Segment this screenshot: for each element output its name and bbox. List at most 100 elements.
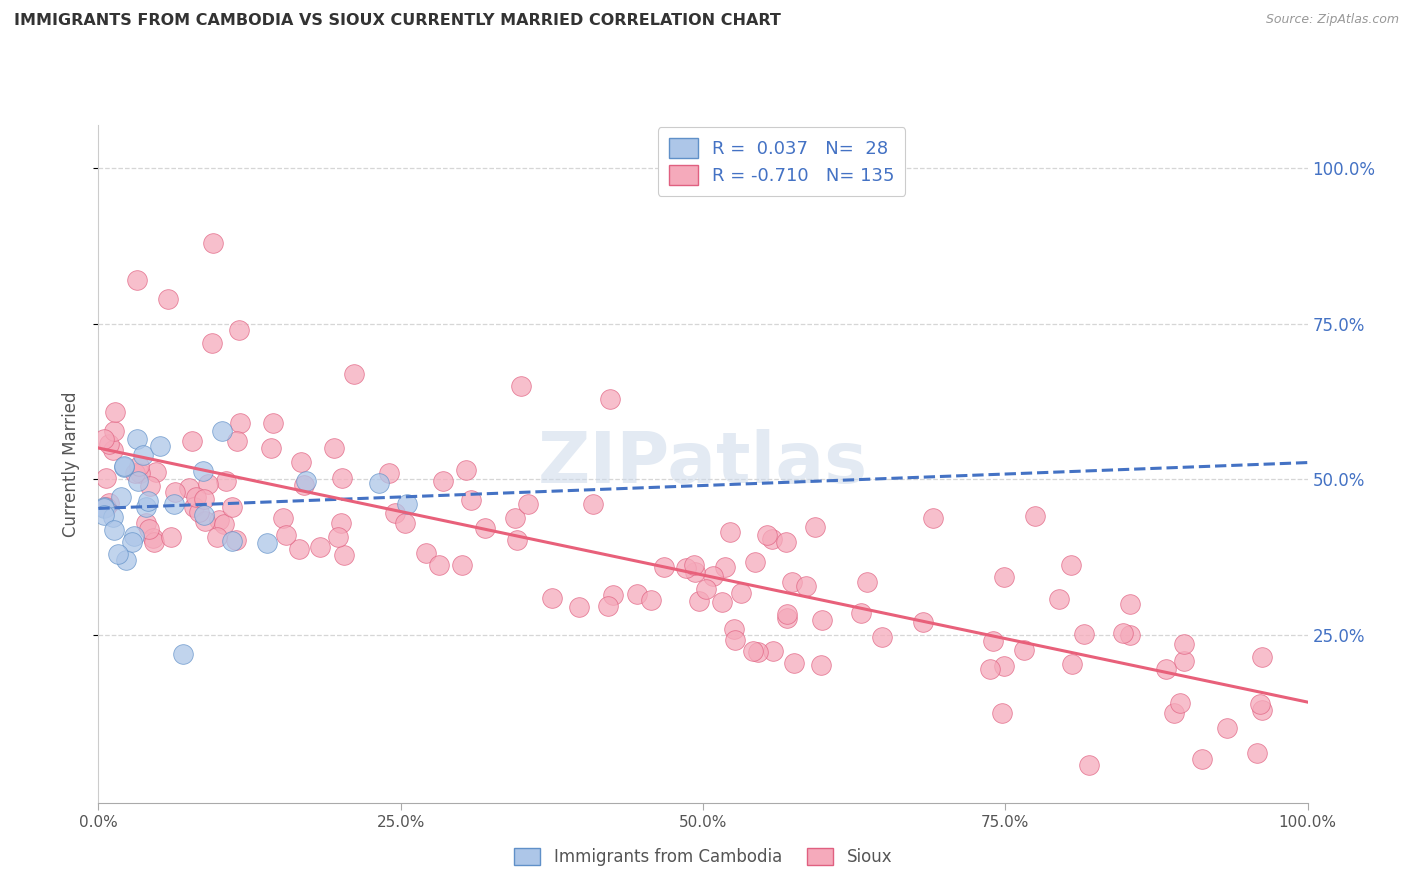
Point (165, 485, 187, 500)
Point (451, 558, 474, 572)
Point (172, 647, 194, 661)
Point (226, 434, 249, 449)
Point (394, 516, 416, 530)
Point (197, 477, 219, 491)
Text: Source: ZipAtlas.com: Source: ZipAtlas.com (1265, 13, 1399, 27)
Point (211, 424, 233, 438)
Point (112, 459, 135, 474)
Point (711, 595, 734, 609)
Point (1154, 662, 1177, 676)
Point (93, 500, 115, 515)
Point (181, 434, 204, 449)
Point (460, 493, 482, 508)
Point (804, 520, 827, 534)
Point (1078, 758, 1101, 772)
Point (292, 477, 315, 491)
Point (432, 475, 454, 489)
Point (138, 522, 160, 536)
Point (276, 527, 298, 541)
Point (640, 593, 662, 607)
Point (702, 569, 724, 583)
Point (1024, 509, 1046, 524)
Point (780, 574, 803, 589)
Point (127, 474, 149, 488)
Point (1173, 637, 1195, 651)
Point (160, 530, 183, 544)
Point (1047, 592, 1070, 607)
Point (212, 517, 235, 532)
Point (993, 570, 1015, 584)
Point (714, 560, 737, 574)
Point (94, 500, 117, 515)
Point (131, 448, 153, 462)
Point (747, 645, 769, 659)
Point (761, 533, 783, 547)
Point (922, 511, 945, 525)
Point (138, 479, 160, 493)
Point (183, 500, 205, 514)
Point (849, 606, 872, 620)
Point (295, 474, 318, 488)
Point (981, 633, 1004, 648)
Point (503, 511, 526, 525)
Point (193, 508, 215, 523)
Point (145, 465, 167, 479)
Point (993, 659, 1015, 673)
Point (107, 547, 129, 561)
Point (510, 379, 533, 393)
Point (103, 424, 125, 438)
Point (271, 511, 294, 525)
Point (191, 464, 214, 478)
Point (744, 555, 766, 569)
Point (762, 644, 785, 658)
Point (723, 622, 745, 636)
Point (581, 497, 603, 511)
Point (330, 516, 353, 531)
Point (384, 506, 406, 520)
Point (93, 508, 115, 522)
Point (101, 443, 124, 458)
Point (1249, 698, 1271, 712)
Point (184, 490, 207, 504)
Point (1112, 626, 1135, 640)
Legend: Immigrants from Cambodia, Sioux: Immigrants from Cambodia, Sioux (508, 841, 898, 872)
Point (415, 546, 437, 560)
Point (1251, 702, 1274, 716)
Point (101, 510, 124, 524)
Text: ZIPatlas: ZIPatlas (538, 429, 868, 499)
Point (870, 630, 893, 644)
Point (1073, 626, 1095, 640)
Point (127, 273, 149, 287)
Point (208, 513, 231, 527)
Point (540, 591, 562, 605)
Point (1191, 752, 1213, 766)
Point (990, 706, 1012, 721)
Point (568, 600, 591, 615)
Point (136, 493, 159, 508)
Point (93, 501, 115, 516)
Point (1246, 746, 1268, 760)
Y-axis label: Currently Married: Currently Married (62, 391, 80, 537)
Point (675, 561, 697, 575)
Point (221, 534, 243, 549)
Point (193, 491, 215, 506)
Point (730, 585, 752, 599)
Point (1173, 654, 1195, 668)
Point (149, 439, 172, 453)
Point (333, 548, 356, 562)
Point (1012, 642, 1035, 657)
Text: IMMIGRANTS FROM CAMBODIA VS SIOUX CURRENTLY MARRIED CORRELATION CHART: IMMIGRANTS FROM CAMBODIA VS SIOUX CURREN… (14, 13, 780, 29)
Point (756, 528, 779, 542)
Point (308, 540, 330, 554)
Point (221, 500, 243, 514)
Point (330, 470, 353, 484)
Point (98, 496, 121, 510)
Point (194, 514, 217, 528)
Point (1251, 649, 1274, 664)
Point (683, 565, 706, 579)
Point (201, 335, 224, 350)
Point (783, 657, 806, 671)
Point (188, 505, 211, 519)
Point (262, 416, 284, 430)
Point (474, 521, 496, 535)
